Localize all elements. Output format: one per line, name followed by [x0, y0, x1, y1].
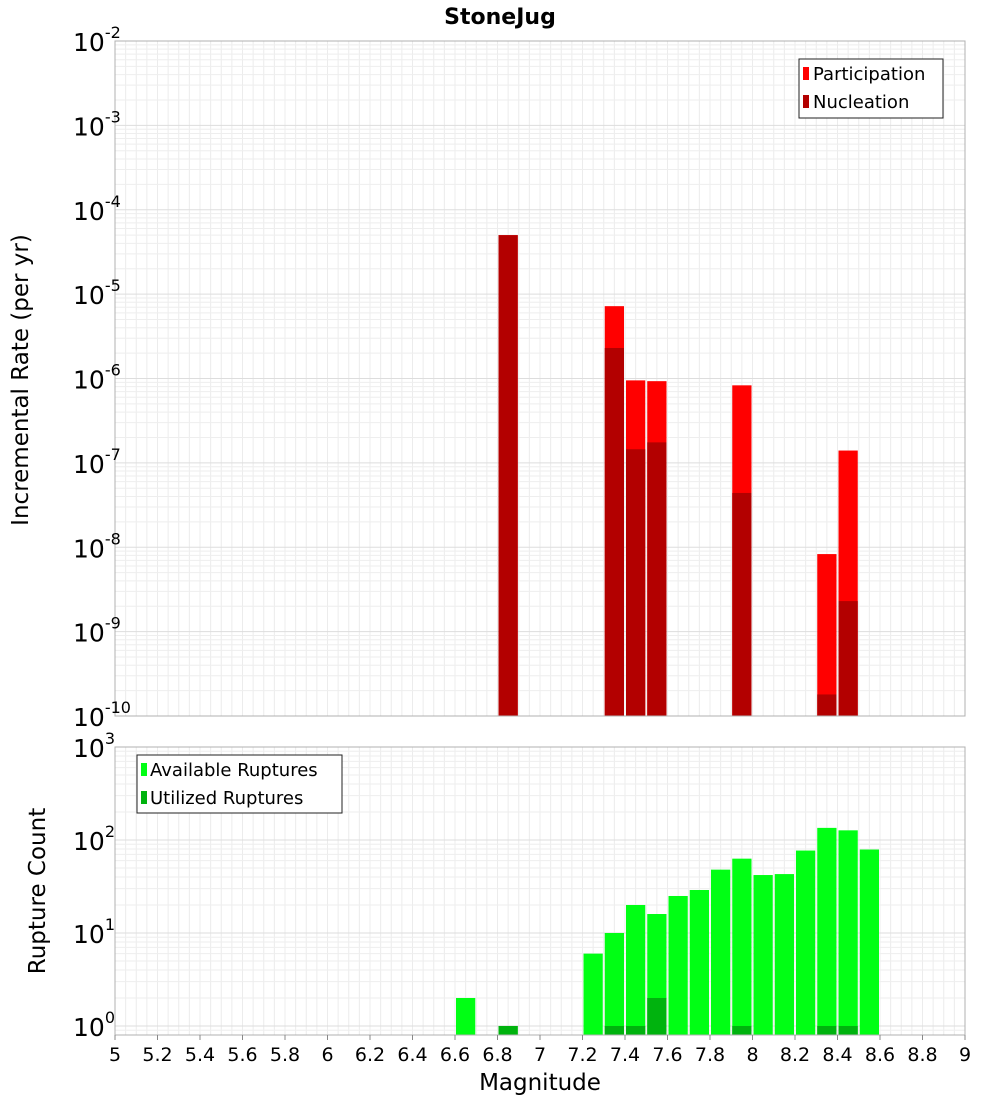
x-tick-label: 8.4	[822, 1044, 852, 1066]
rate-y-tick-label: 10-7	[73, 445, 121, 479]
x-tick-label: 6.4	[397, 1044, 427, 1066]
x-tick-label: 7.2	[567, 1044, 597, 1066]
count-utilized-ruptures-bar	[732, 1025, 752, 1035]
available-legend-label: Available Ruptures	[150, 760, 318, 781]
x-tick-label: 5	[109, 1044, 121, 1066]
rate-legend: Participation Nucleation	[798, 58, 944, 119]
rate-nucleation-bar	[498, 235, 518, 716]
rate-y-tick-label: 10-8	[73, 529, 121, 563]
count-y-ticks: 103 102 101 100	[73, 729, 115, 1042]
count-available-ruptures-bar	[859, 849, 879, 1035]
x-tick-label: 6.8	[482, 1044, 512, 1066]
rate-nucleation-bar	[626, 449, 646, 716]
count-utilized-ruptures-bar	[626, 1025, 646, 1035]
x-tick-label: 6.2	[355, 1044, 385, 1066]
count-available-ruptures-bar	[817, 827, 837, 1035]
rate-nucleation-bar	[817, 694, 837, 716]
x-tick-label: 5.6	[227, 1044, 257, 1066]
count-available-ruptures-bar	[689, 889, 709, 1035]
rate-grid	[115, 41, 965, 716]
rate-bars	[498, 235, 858, 716]
count-utilized-ruptures-bar	[498, 1025, 518, 1035]
count-available-ruptures-bar	[604, 932, 624, 1035]
count-legend: Available Ruptures Utilized Ruptures	[136, 754, 343, 814]
x-tick-label: 8.8	[907, 1044, 937, 1066]
count-available-ruptures-bar	[774, 874, 794, 1035]
count-y-tick-label: 103	[73, 729, 115, 763]
count-available-ruptures-bar	[753, 875, 773, 1035]
participation-legend-swatch	[803, 67, 809, 80]
count-bars	[456, 827, 879, 1035]
rate-panel: 10-2 10-3 10-4 10-5 10-6 10-7 10-8 10-9 10-10 In…	[8, 23, 966, 732]
count-utilized-ruptures-bar	[838, 1025, 858, 1035]
rate-nucleation-bar	[647, 442, 667, 716]
count-available-ruptures-bar	[796, 850, 816, 1035]
rate-y-tick-label: 10-6	[73, 361, 121, 395]
count-legend-box	[136, 754, 343, 814]
rate-y-axis-label: Incremental Rate (per yr)	[8, 234, 34, 526]
rate-y-tick-label: 10-9	[73, 614, 121, 648]
x-tick-label: 6	[321, 1044, 333, 1066]
rate-nucleation-bar	[838, 601, 858, 716]
rate-y-tick-label: 10-4	[73, 192, 121, 226]
count-utilized-ruptures-bar	[817, 1025, 837, 1035]
rate-participation-bar	[817, 554, 837, 716]
x-tick-label: 5.2	[142, 1044, 172, 1066]
x-tick-label: 5.4	[185, 1044, 215, 1066]
rate-y-tick-label: 10-3	[73, 107, 121, 141]
count-y-tick-label: 100	[73, 1008, 115, 1042]
nucleation-legend-swatch	[803, 95, 809, 108]
x-tick-label: 7	[534, 1044, 546, 1066]
count-available-ruptures-bar	[711, 869, 731, 1035]
count-y-axis-label: Rupture Count	[25, 808, 51, 974]
x-tick-label: 7.8	[695, 1044, 725, 1066]
chart-title: StoneJug	[444, 5, 556, 30]
x-tick-label: 6.6	[440, 1044, 470, 1066]
count-utilized-ruptures-bar	[604, 1025, 624, 1035]
rate-nucleation-bar	[732, 492, 752, 716]
rate-legend-box	[798, 58, 944, 119]
count-panel: 103 102 101 100 5 5.2 5.4 5.6 5.8 6 6.2 6.4 6.6 6.8 7…	[25, 729, 971, 1096]
rate-plot-frame	[114, 40, 966, 717]
rate-y-tick-label: 10-10	[73, 698, 131, 732]
count-available-ruptures-bar	[583, 953, 603, 1035]
count-utilized-ruptures-bar	[647, 997, 667, 1035]
x-tick-label: 7.4	[610, 1044, 640, 1066]
rate-y-ticks: 10-2 10-3 10-4 10-5 10-6 10-7 10-8 10-9 10-10	[73, 23, 131, 732]
count-available-ruptures-bar	[732, 858, 752, 1035]
x-tick-label: 7.6	[652, 1044, 682, 1066]
nucleation-legend-label: Nucleation	[813, 92, 909, 113]
magnitude-x-ticks: 5 5.2 5.4 5.6 5.8 6 6.2 6.4 6.6 6.8 7 7.2 7.4 7.6 7.8 8…	[109, 1035, 971, 1066]
rate-y-tick-label: 10-2	[73, 23, 121, 57]
x-tick-label: 8.6	[865, 1044, 895, 1066]
count-available-ruptures-bar	[668, 895, 688, 1035]
rate-y-tick-label: 10-5	[73, 276, 121, 310]
rate-nucleation-bar	[604, 347, 624, 716]
available-legend-swatch	[141, 763, 147, 776]
count-y-tick-label: 101	[73, 915, 115, 949]
x-tick-label: 5.8	[270, 1044, 300, 1066]
x-tick-label: 8	[746, 1044, 758, 1066]
count-available-ruptures-bar	[838, 830, 858, 1035]
count-available-ruptures-bar	[626, 904, 646, 1035]
x-tick-label: 9	[959, 1044, 971, 1066]
utilized-legend-swatch	[141, 791, 147, 804]
x-tick-label: 8.2	[780, 1044, 810, 1066]
count-available-ruptures-bar	[456, 997, 476, 1035]
magnitude-x-axis-label: Magnitude	[479, 1070, 601, 1096]
participation-legend-label: Participation	[813, 64, 925, 85]
utilized-legend-label: Utilized Ruptures	[150, 788, 303, 809]
count-y-tick-label: 102	[73, 822, 115, 856]
